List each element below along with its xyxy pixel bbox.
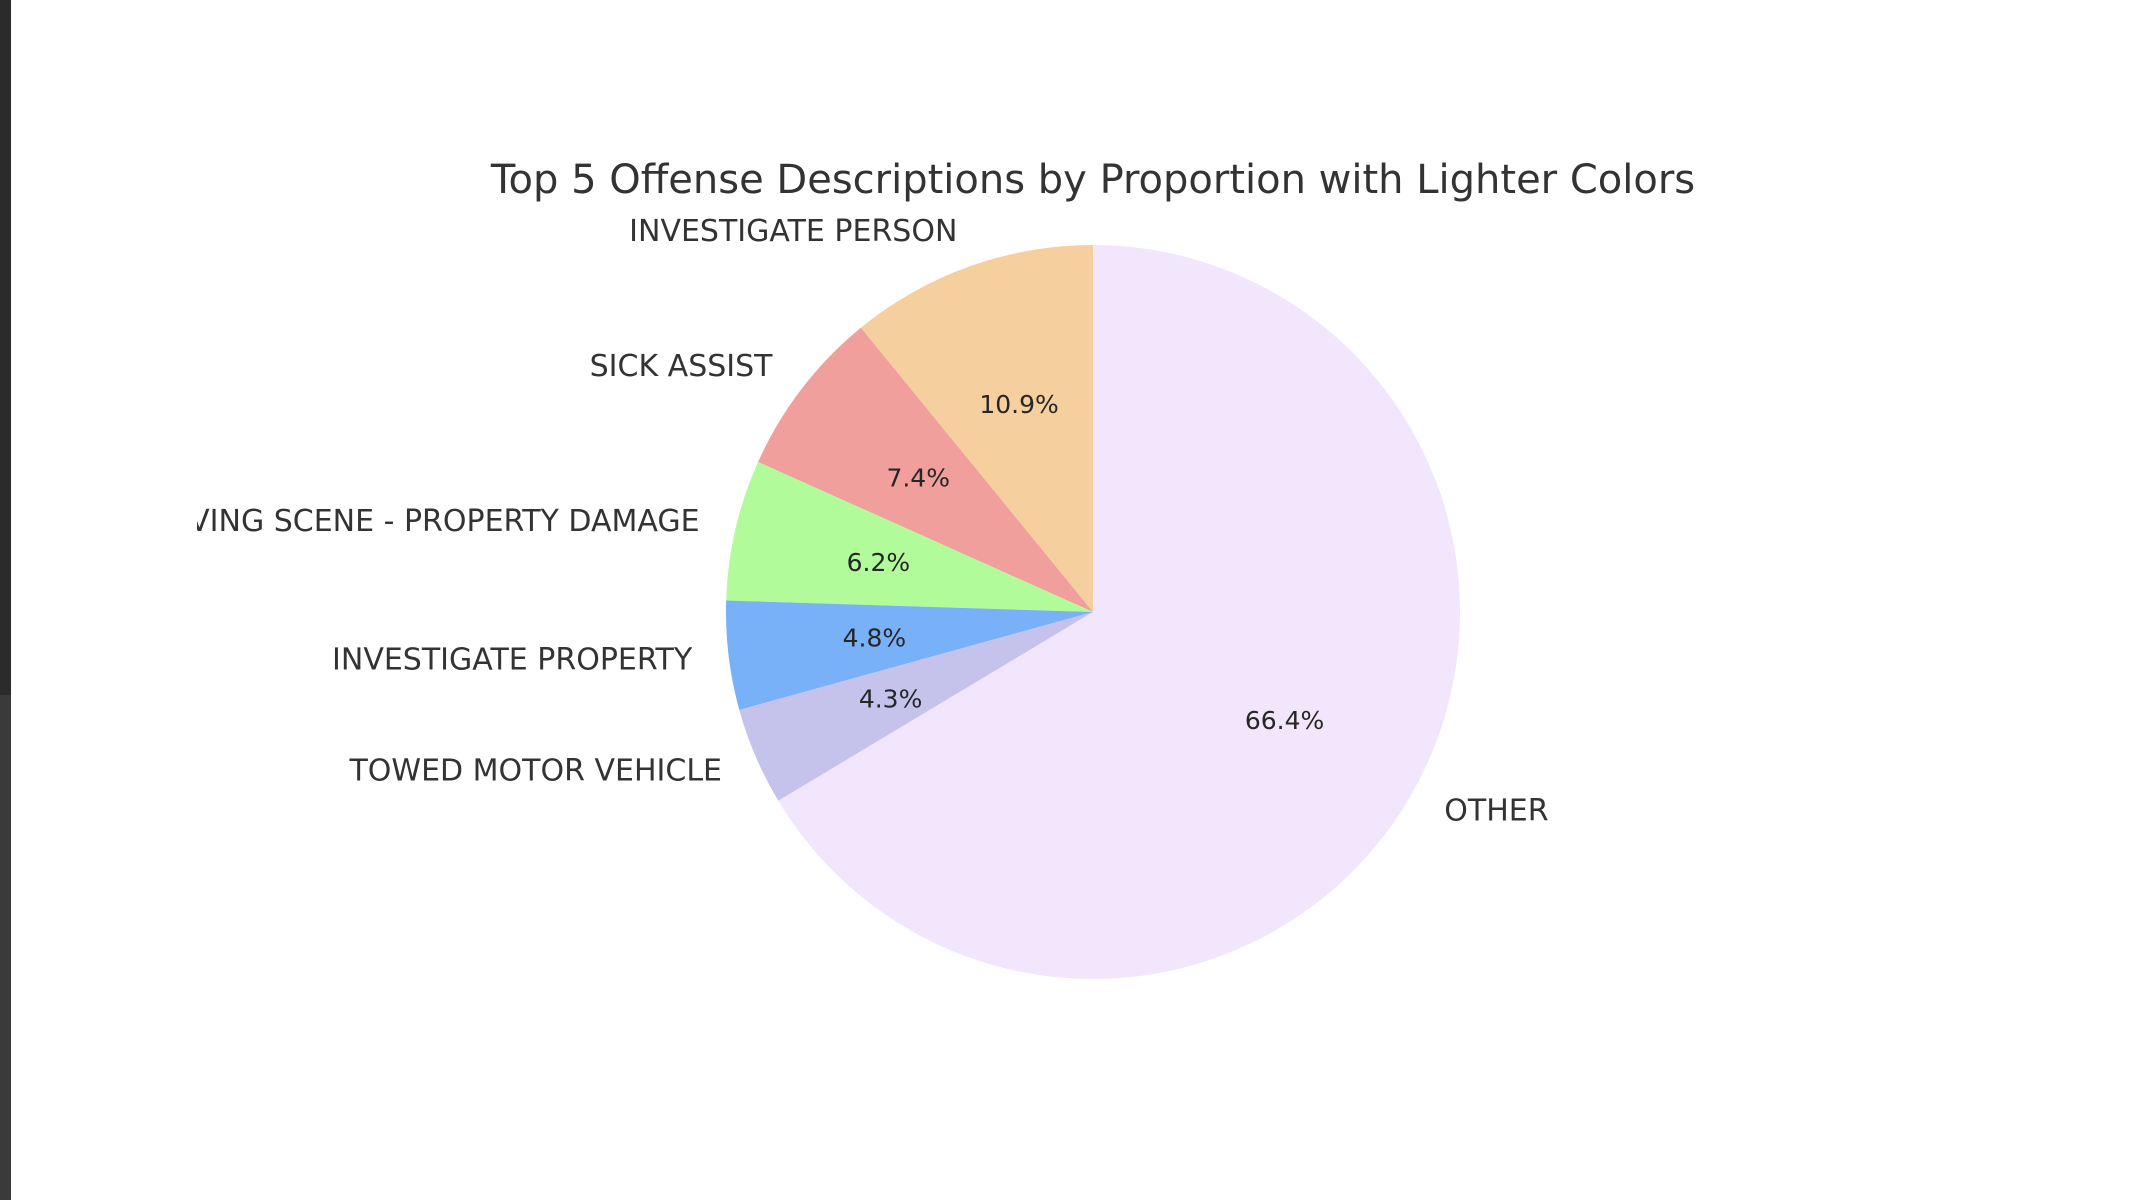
window-left-edge bbox=[0, 0, 11, 1200]
pie-slice-investigate-property bbox=[725, 600, 1093, 710]
pct-label-sick-assist: 7.4% bbox=[886, 464, 950, 493]
slice-label-investigate-property: INVESTIGATE PROPERTY bbox=[332, 643, 693, 678]
pie-slices bbox=[725, 245, 1461, 980]
pct-label-investigate-property: 4.8% bbox=[843, 624, 907, 653]
window-left-edge-lower bbox=[0, 695, 11, 1200]
slice-labels: INVESTIGATE PERSON SICK ASSIST LEAVING SCE… bbox=[135, 214, 1549, 828]
slice-label-sick-assist: SICK ASSIST bbox=[590, 349, 774, 384]
pie-slice-other bbox=[778, 245, 1461, 980]
slice-label-towed-motor-vehicle: TOWED MOTOR VEHICLE bbox=[348, 754, 722, 789]
slice-label-investigate-person: INVESTIGATE PERSON bbox=[629, 214, 957, 249]
pct-label-other: 66.4% bbox=[1245, 706, 1324, 735]
pct-label-towed-motor-vehicle: 4.3% bbox=[859, 684, 923, 713]
pie-slice-leaving-scene-property-damage bbox=[726, 462, 1093, 612]
slice-label-other: OTHER bbox=[1444, 793, 1548, 828]
pie-slice-investigate-person bbox=[860, 245, 1093, 612]
pie-slice-sick-assist bbox=[758, 327, 1093, 612]
pie-slice-towed-motor-vehicle bbox=[739, 612, 1093, 801]
pct-label-investigate-person: 10.9% bbox=[979, 390, 1058, 419]
percentage-labels: 10.9% 7.4% 6.2% 4.8% 4.3% 66.4% bbox=[843, 390, 1325, 735]
chart-title: Top 5 Offense Descriptions by Proportion… bbox=[490, 157, 1695, 203]
pct-label-leaving-scene-property-damage: 6.2% bbox=[847, 548, 911, 577]
slice-label-leaving-scene-property-damage: LEAVING SCENE - PROPERTY DAMAGE bbox=[135, 504, 700, 539]
